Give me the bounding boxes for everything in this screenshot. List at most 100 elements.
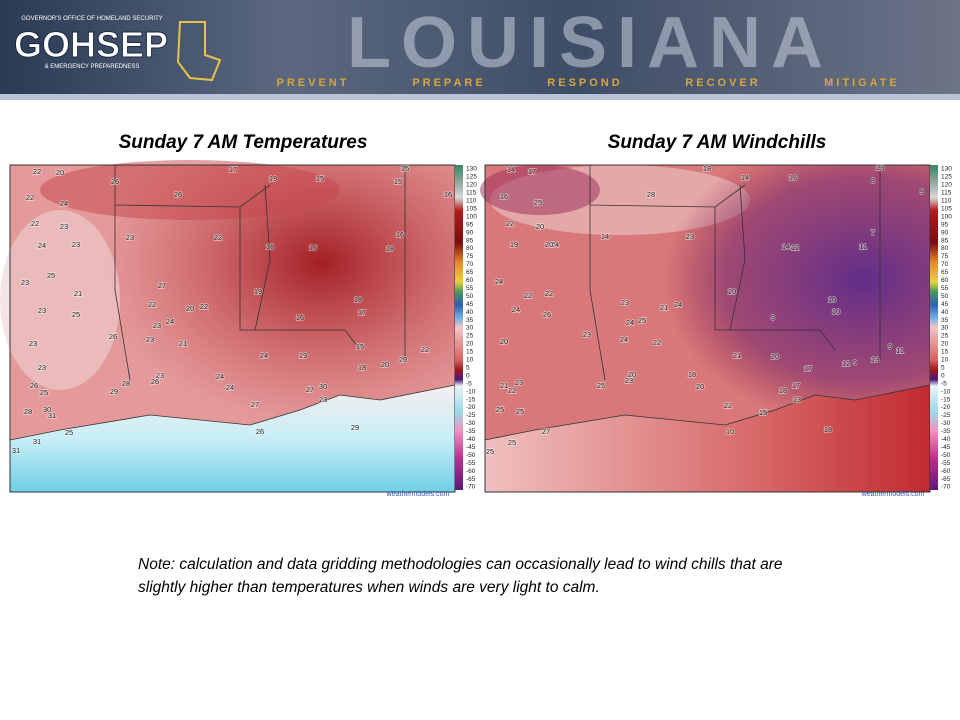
map-value-label: 26 [543, 310, 551, 319]
header-rule [0, 94, 960, 100]
map-value-label: 29 [110, 387, 118, 396]
map-value-label: 23 [146, 335, 154, 344]
map-value-label: 23 [38, 363, 46, 372]
map-value-label: 23 [621, 298, 629, 307]
tagline: PREVENT [277, 77, 350, 89]
map-value-label: 22 [33, 167, 41, 176]
map-value-label: 9 [853, 358, 857, 367]
map-value-label: 27 [158, 281, 166, 290]
colorbar-tick-label: 105 [466, 205, 477, 212]
map-value-label: 13 [871, 355, 879, 364]
map-value-label: 25 [40, 388, 48, 397]
map-value-label: 12 [842, 359, 850, 368]
colorbar-tick-label: 80 [466, 245, 474, 252]
map-value-label: 25 [47, 271, 55, 280]
map-value-label: 10 [726, 427, 734, 436]
map-value-label: 29 [351, 423, 359, 432]
map-value-label: 16 [296, 313, 304, 322]
map-value-label: 13 [793, 395, 801, 404]
map-value-label: 23 [38, 306, 46, 315]
colorbar-tick-label: 5 [941, 364, 945, 371]
colorbar-tick-label: -40 [941, 436, 951, 443]
map-value-label: 20 [536, 222, 544, 231]
map-value-label: 15 [394, 177, 402, 186]
map-value-label: 22 [31, 219, 39, 228]
colorbar-tick-label: 115 [466, 190, 477, 197]
colorbar-tick-label: 100 [941, 213, 952, 220]
map-value-label: 22 [506, 219, 514, 228]
map-value-label: 22 [200, 302, 208, 311]
tagline: RESPOND [547, 77, 622, 89]
colorbar-tick-label: 35 [941, 317, 949, 324]
map-value-label: 11 [859, 242, 867, 251]
tagline: MITIGATE [824, 77, 900, 89]
map-value-label: 23 [686, 232, 694, 241]
map-value-label: 20 [728, 287, 736, 296]
state-name: LOUISIANA [347, 3, 833, 83]
map-value-label: 12 [791, 243, 799, 252]
colorbar-tick-label: 65 [941, 269, 949, 276]
map-value-label: 18 [386, 244, 394, 253]
map-value-label: 24 [626, 318, 634, 327]
map-value-label: 30 [319, 382, 327, 391]
colorbar-tick-label: 50 [941, 293, 949, 300]
map-value-label: 23 [583, 330, 591, 339]
map-value-label: 24 [226, 383, 234, 392]
map-value-label: 18 [824, 425, 832, 434]
panel-title: Sunday 7 AM Temperatures [119, 132, 368, 153]
colorbar-tick-label: 125 [466, 174, 477, 181]
map-value-label: 23 [72, 240, 80, 249]
map-value-label: 21 [733, 351, 741, 360]
map-value-label: 23 [156, 371, 164, 380]
map-value-label: 22 [148, 300, 156, 309]
colorbar-tick-label: -30 [466, 420, 476, 427]
map-value-label: 23 [60, 222, 68, 231]
colorbar-tick-label: -35 [466, 428, 476, 435]
map-value-label: 20 [186, 304, 194, 313]
colorbar-tick-label: 30 [466, 325, 474, 332]
map-value-label: 22 [545, 289, 553, 298]
map-value-label: 8 [871, 176, 875, 185]
map-value-label: 25 [486, 447, 494, 456]
colorbar-tick-label: 40 [941, 309, 949, 316]
tagline: RECOVER [685, 77, 760, 89]
colorbar-tick-label: 60 [941, 277, 949, 284]
logo-bottom: & EMERGENCY PREPAREDNESS [45, 64, 140, 70]
colorbar-tick-label: 65 [466, 269, 474, 276]
map-value-label: 16 [309, 243, 317, 252]
map-value-label: 24 [260, 351, 268, 360]
colorbar-tick-label: -60 [466, 468, 476, 475]
map-value-label: 25 [65, 428, 73, 437]
colorbar-tick-label: 15 [466, 349, 474, 356]
map-value-label: 31 [12, 446, 20, 455]
map-value-label: 14 [601, 232, 609, 241]
map-value-label: 14 [782, 242, 790, 251]
colorbar-tick-label: -15 [466, 396, 476, 403]
map-value-label: 25 [508, 438, 516, 447]
colorbar-tick-label: 110 [466, 198, 477, 205]
colorbar-tick-label: -45 [466, 444, 476, 451]
colorbar-tick-label: -35 [941, 428, 951, 435]
colorbar-tick-label: -25 [941, 412, 951, 419]
map-value-label: 23 [21, 278, 29, 287]
map-value-label: 21 [74, 289, 82, 298]
map-value-label: 10 [832, 307, 840, 316]
colorbar-tick-label: 25 [466, 333, 474, 340]
watermark: weathermodels.com [386, 491, 450, 498]
logo-top: GOVERNOR'S OFFICE OF HOMELAND SECURITY [21, 16, 163, 22]
colorbar-tick-label: -20 [466, 404, 476, 411]
map-value-label: 22 [26, 193, 34, 202]
colorbar-tick-label: -25 [466, 412, 476, 419]
map-value-label: 16 [789, 173, 797, 182]
colorbar-tick-label: 40 [466, 309, 474, 316]
colorbar-tick-label: 35 [466, 317, 474, 324]
map-value-label: 31 [33, 437, 41, 446]
colorbar-tick-label: 45 [941, 301, 949, 308]
map-value-label: 18 [354, 295, 362, 304]
colorbar-tick-label: 30 [941, 325, 949, 332]
map-value-label: 26 [30, 381, 38, 390]
colorbar-tick-label: 55 [466, 285, 474, 292]
map-value-label: 26 [111, 177, 119, 186]
logo: GOHSEP [14, 24, 168, 65]
map-value-label: 7 [871, 228, 875, 237]
